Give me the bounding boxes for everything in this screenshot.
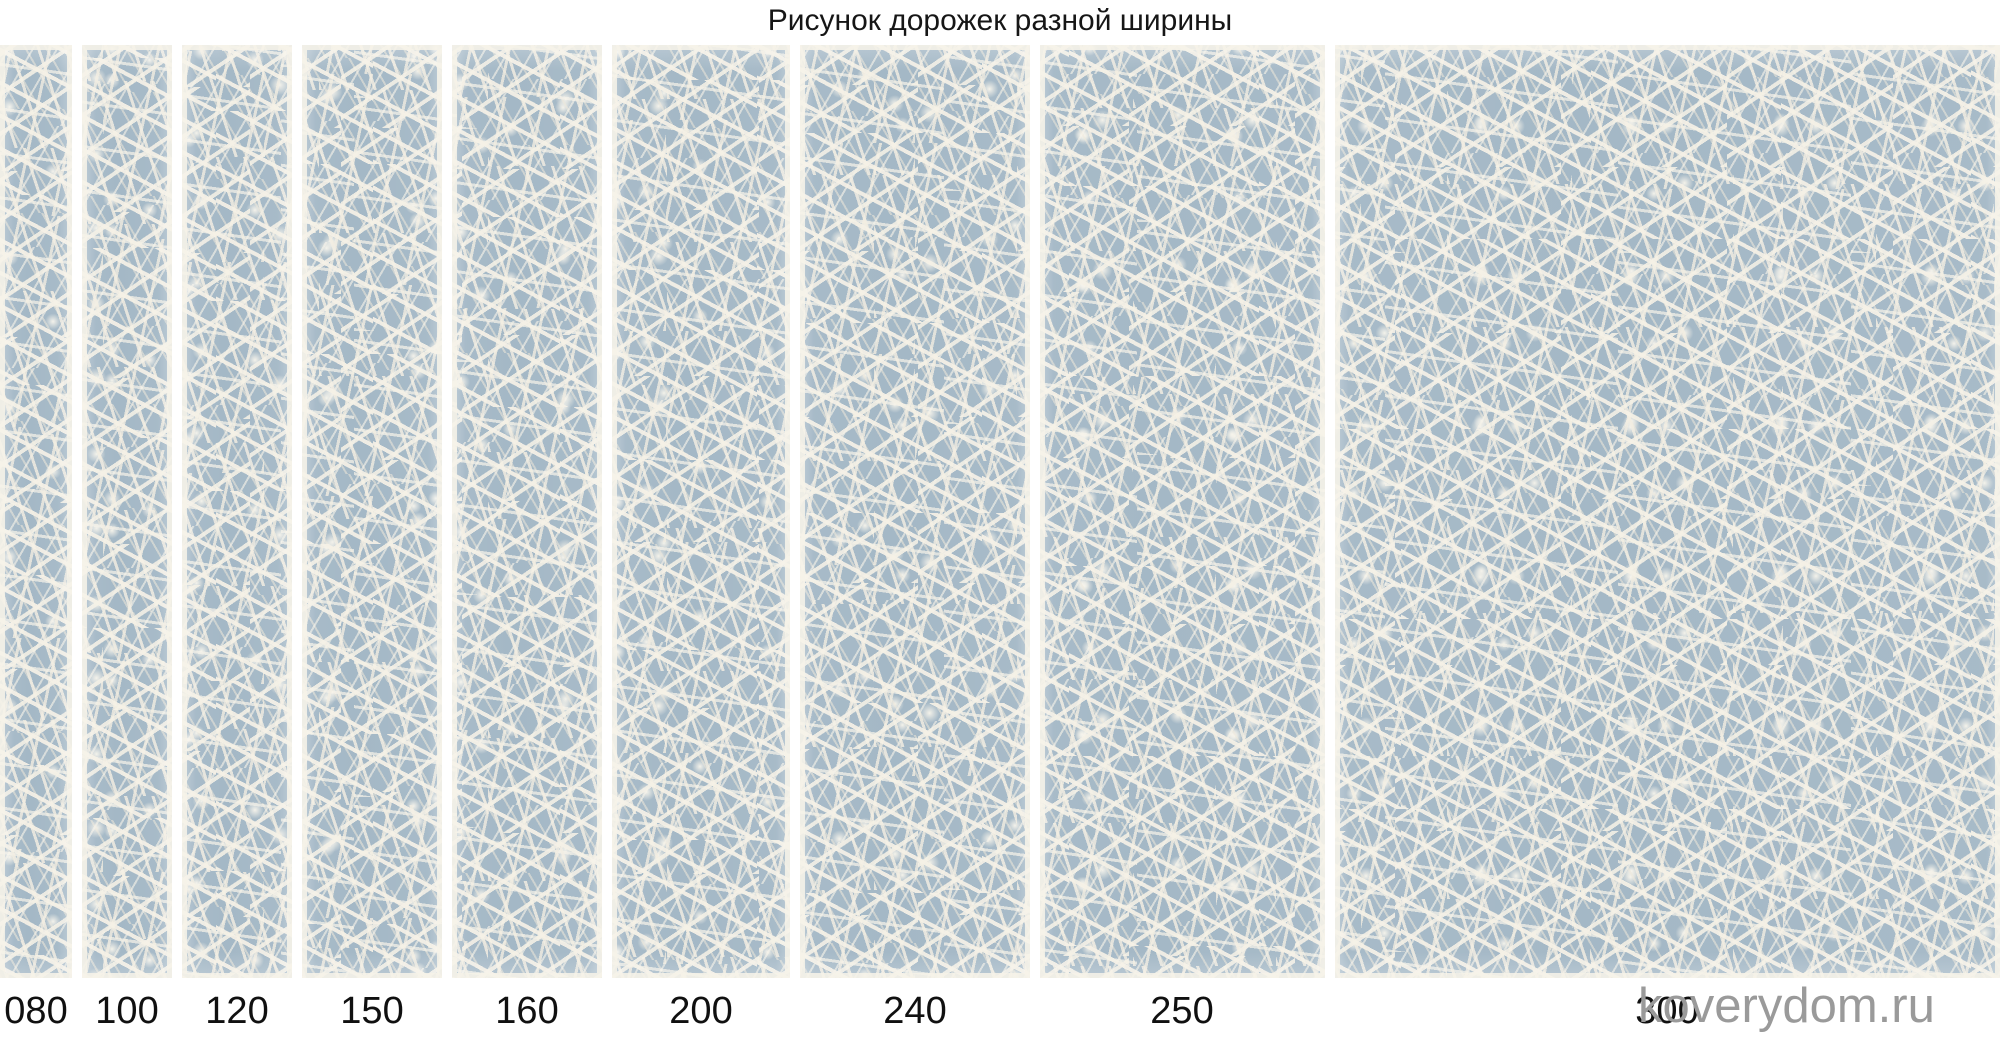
size-label-240: 240 [883,990,947,1032]
runner-panel-300[interactable] [1335,45,2000,978]
size-label-100: 100 [95,990,159,1032]
size-label-250: 250 [1150,990,1214,1032]
runner-weave-pattern [302,45,442,978]
runner-weave-pattern [0,45,72,978]
runner-weave-pattern [1040,45,1325,978]
size-label-200: 200 [669,990,733,1032]
runner-panel-250[interactable] [1040,45,1325,978]
site-watermark: koverydom.ru [1638,979,1935,1033]
runner-weave-pattern [452,45,602,978]
runner-weave-pattern [182,45,292,978]
size-labels-row: 080 100 120 150 160 200 240 250 300 [0,978,2000,1044]
page-title: Рисунок дорожек разной ширины [767,4,1233,37]
runner-panel-100[interactable] [82,45,172,978]
runner-weave-pattern [82,45,172,978]
runner-panel-200[interactable] [612,45,790,978]
runner-panel-150[interactable] [302,45,442,978]
runner-panel-160[interactable] [452,45,602,978]
runner-panels-strip [0,45,2000,978]
runner-weave-pattern [612,45,790,978]
runner-weave-pattern [800,45,1030,978]
runner-weave-pattern [1335,45,2000,978]
size-label-160: 160 [495,990,559,1032]
runner-panel-120[interactable] [182,45,292,978]
size-label-080: 080 [4,990,68,1032]
size-label-150: 150 [340,990,404,1032]
size-label-300: 300 [1635,990,1699,1032]
size-label-120: 120 [205,990,269,1032]
runner-panel-080[interactable] [0,45,72,978]
runner-panel-240[interactable] [800,45,1030,978]
